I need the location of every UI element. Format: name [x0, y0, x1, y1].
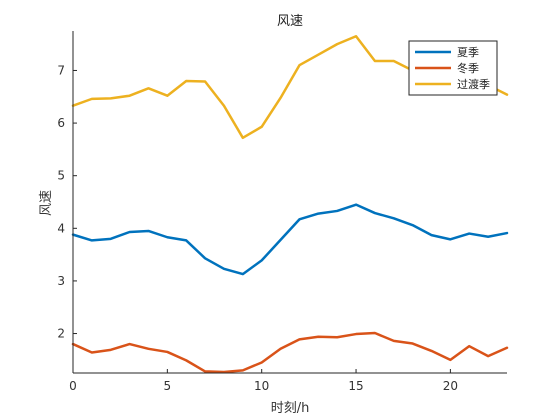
x-tick-label: 0 — [69, 379, 77, 393]
series-line-0 — [71, 203, 509, 276]
y-tick-label: 6 — [57, 116, 65, 130]
y-tick-label: 5 — [57, 169, 65, 183]
legend-label-2: 过渡季 — [457, 77, 490, 91]
x-tick-label: 20 — [443, 379, 458, 393]
x-axis-title: 时刻/h — [271, 401, 310, 416]
ticks-layer: 0 5 10 15 20 2 3 4 5 6 7 — [57, 63, 458, 393]
y-tick-label: 4 — [57, 221, 65, 235]
x-tick-label: 15 — [348, 379, 363, 393]
series-line-1 — [71, 331, 509, 374]
axes-layer — [72, 31, 507, 374]
y-tick-label: 2 — [57, 327, 65, 341]
chart-title: 风速 — [277, 14, 303, 29]
legend-label-0: 夏季 — [457, 46, 479, 59]
y-tick-label: 7 — [57, 63, 65, 77]
x-tick-label: 10 — [254, 379, 269, 393]
legend-label-1: 冬季 — [457, 61, 479, 75]
x-tick-label: 5 — [164, 379, 172, 393]
y-tick-label: 3 — [57, 274, 65, 288]
y-axis-title: 风速 — [39, 190, 54, 216]
